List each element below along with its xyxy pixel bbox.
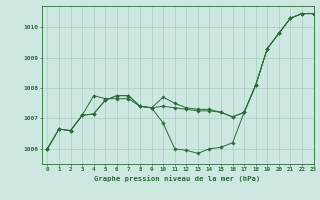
X-axis label: Graphe pression niveau de la mer (hPa): Graphe pression niveau de la mer (hPa) xyxy=(94,175,261,182)
